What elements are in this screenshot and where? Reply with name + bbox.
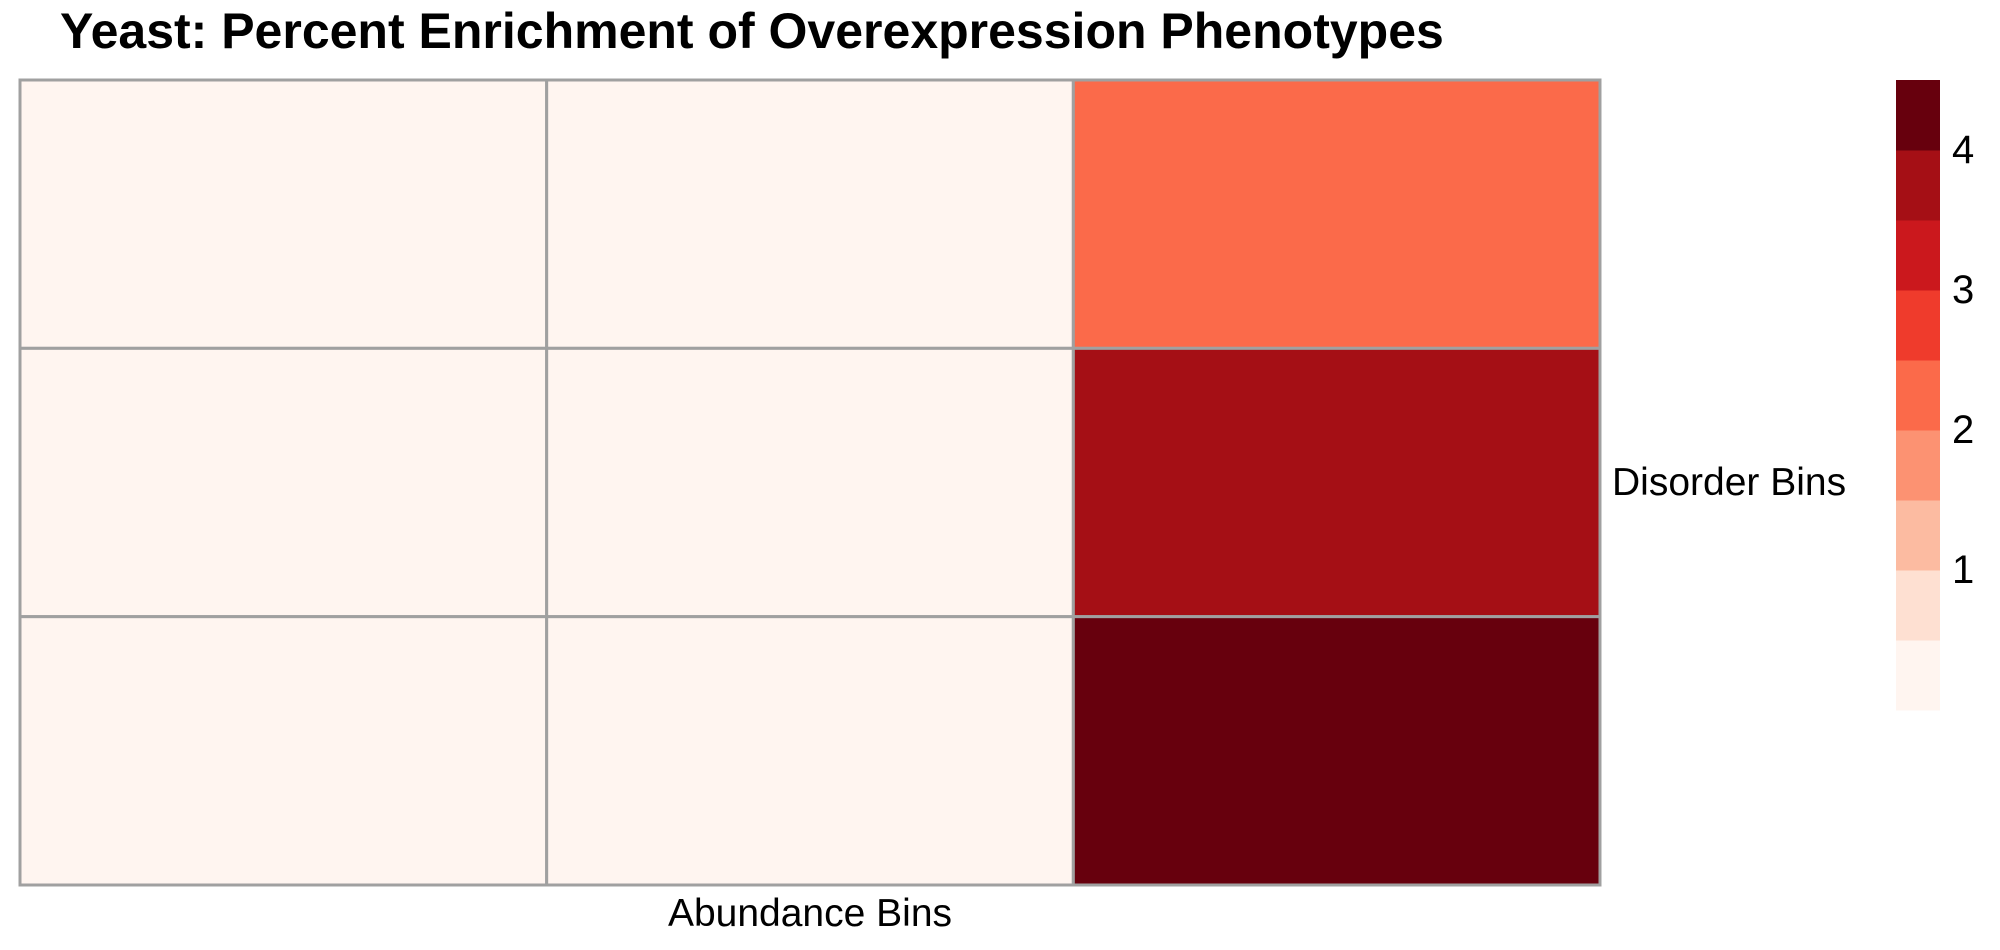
legend-swatch xyxy=(1896,80,1940,151)
heatmap-cell xyxy=(18,78,549,350)
heatmap-cell xyxy=(1071,78,1602,350)
legend-swatch xyxy=(1896,500,1940,571)
legend-swatch xyxy=(1896,570,1940,641)
legend-swatch xyxy=(1896,220,1940,291)
legend-swatch xyxy=(1896,640,1940,711)
heatmap-cell xyxy=(545,78,1075,350)
legend-tick-label: 3 xyxy=(1952,268,1975,312)
legend-swatch xyxy=(1896,360,1940,431)
x-axis-label: Abundance Bins xyxy=(667,892,953,935)
legend-swatch xyxy=(1896,430,1940,501)
legend-swatch xyxy=(1896,290,1940,361)
legend-tick-label: 2 xyxy=(1952,408,1975,452)
legend-swatch xyxy=(1896,150,1940,221)
heatmap-cell xyxy=(1071,615,1602,887)
chart-title: Yeast: Percent Enrichment of Overexpress… xyxy=(60,3,1444,59)
y-axis-label: Disorder Bins xyxy=(1612,461,1847,504)
legend-tick-label: 1 xyxy=(1952,548,1975,592)
heatmap-cell xyxy=(545,615,1075,887)
heatmap-cell xyxy=(18,615,549,887)
legend-tick-label: 4 xyxy=(1952,128,1975,172)
heatmap-cell xyxy=(18,346,549,619)
